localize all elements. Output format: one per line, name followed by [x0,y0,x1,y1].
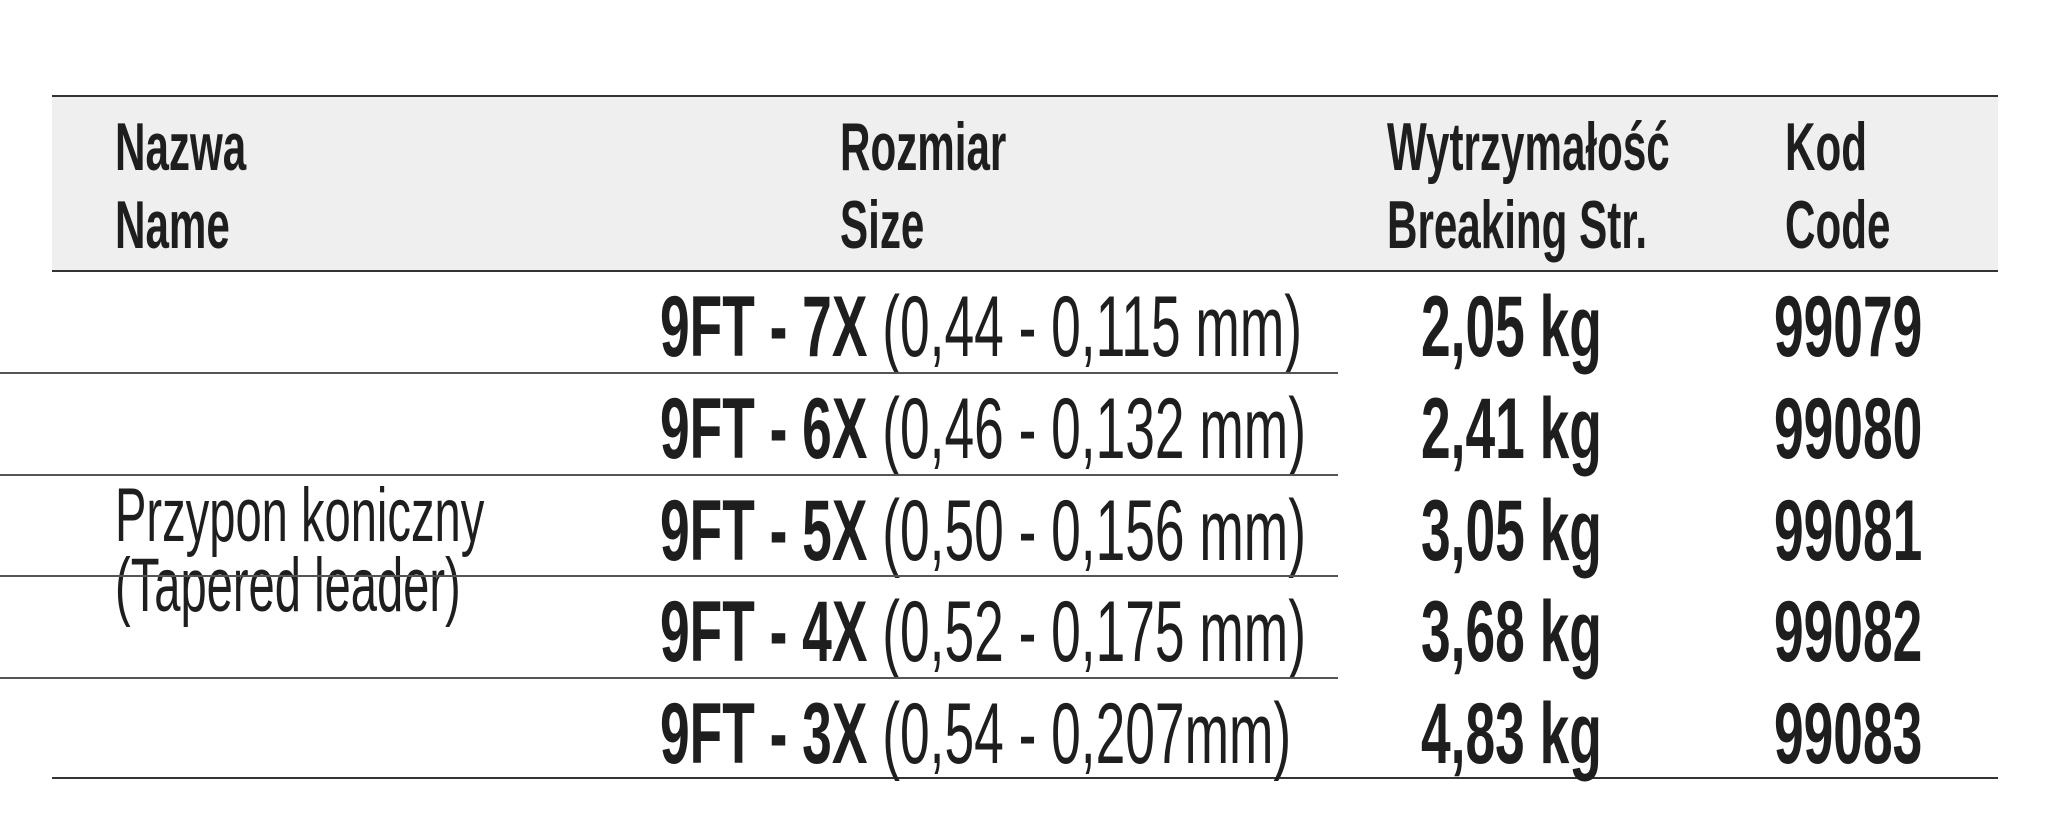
size-detail: (0,44 - 0,115 mm) [882,279,1303,375]
size-code: 9FT - 6X [660,381,868,477]
size-cell: 9FT - 6X (0,46 - 0,132 mm) [660,386,1306,472]
header-cell: Wytrzymałość [1387,109,1670,185]
size-detail: (0,50 - 0,156 mm) [882,483,1306,579]
code-cell: 99081 [1774,483,1923,579]
strength-cell: 3,68 kg [1421,584,1602,680]
size-cell: 9FT - 3X (0,54 - 0,207mm) [660,691,1291,777]
size-detail: (0,52 - 0,175 mm) [882,584,1306,680]
strength-cell: 4,83 kg [1421,686,1602,782]
row-rule [0,575,1338,577]
product-name-en: (Tapered leader) [115,543,461,628]
header-cell: Size [840,187,925,263]
strength-cell: 2,05 kg [1421,279,1602,375]
product-name: Przypon koniczny [115,473,485,558]
header-cell: Code [1785,187,1891,263]
size-detail: (0,54 - 0,207mm) [882,686,1292,782]
header-cell: Kod [1785,109,1867,185]
size-code: 9FT - 3X [660,686,868,782]
row-rule [0,677,1338,679]
header-cell: Breaking Str. [1387,187,1648,263]
rule [52,777,1998,779]
size-cell: 9FT - 4X (0,52 - 0,175 mm) [660,589,1306,675]
header-background [52,96,1998,270]
header-cell: Rozmiar [840,109,1007,185]
rule [52,270,1998,272]
rule [52,95,1998,97]
code-cell: 99083 [1774,686,1923,782]
size-detail: (0,46 - 0,132 mm) [882,381,1306,477]
size-cell: 9FT - 5X (0,50 - 0,156 mm) [660,488,1306,574]
code-cell: 99080 [1774,381,1923,477]
strength-cell: 3,05 kg [1421,483,1602,579]
code-cell: 99079 [1774,279,1923,375]
header-cell: Nazwa [115,109,247,185]
size-cell: 9FT - 7X (0,44 - 0,115 mm) [660,284,1302,370]
strength-cell: 2,41 kg [1421,381,1602,477]
size-code: 9FT - 7X [660,279,868,375]
row-rule [0,372,1338,374]
code-cell: 99082 [1774,584,1923,680]
size-code: 9FT - 4X [660,584,868,680]
row-rule [0,474,1338,476]
header-cell: Name [115,187,230,263]
size-code: 9FT - 5X [660,483,868,579]
